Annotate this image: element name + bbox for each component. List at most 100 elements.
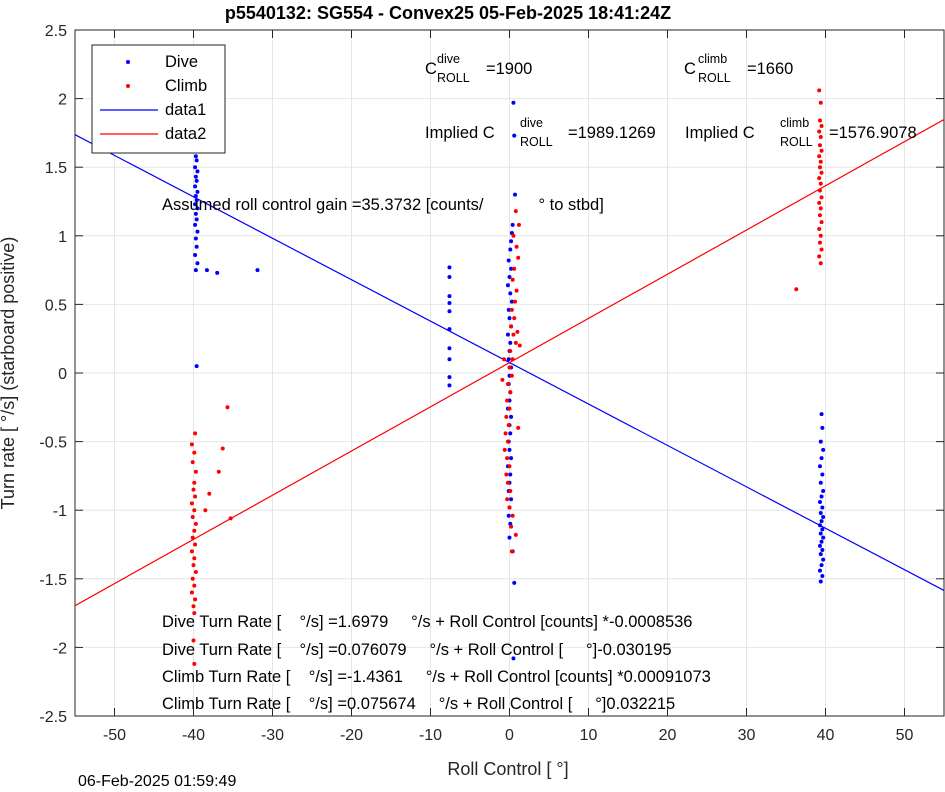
climb-point (505, 497, 510, 502)
climb-point (216, 469, 221, 474)
dive-degrees-equation: Dive Turn Rate [ °/s] =0.076079 °/s + Ro… (162, 641, 672, 659)
climb-point (818, 181, 823, 186)
dive-point (507, 535, 512, 540)
x-tick-label: 0 (505, 727, 514, 744)
climb-point (819, 220, 824, 225)
legend-climb-marker (126, 84, 130, 88)
climb-point (207, 491, 212, 496)
dive-point (193, 184, 198, 189)
legend-dive-label: Dive (165, 53, 198, 71)
climb-point (189, 501, 194, 506)
dive-point (193, 211, 198, 216)
legend: Dive Climb data1 data2 (91, 44, 226, 154)
dive-point (509, 266, 514, 271)
climb-point (193, 542, 198, 547)
climb-point (505, 456, 510, 461)
climb-point (514, 244, 519, 249)
climb-point (504, 414, 509, 419)
climb-point (818, 159, 823, 164)
dive-point (818, 439, 823, 444)
series-climb (189, 88, 824, 666)
climb-point (190, 576, 195, 581)
climb-point (504, 472, 509, 477)
climb-point (502, 447, 507, 452)
climb-point (508, 349, 513, 354)
climb-point (818, 100, 823, 105)
dive-point (193, 253, 198, 258)
climb-point (501, 357, 506, 362)
dive-point (508, 247, 513, 252)
climb-point (517, 343, 522, 348)
fit-lines (75, 118, 944, 607)
annotation-value: =1576.9078 (829, 124, 917, 142)
roll-gain-annotation: Assumed roll control gain =35.3732 [coun… (162, 196, 604, 214)
climb-point (818, 206, 823, 211)
dive-point (447, 301, 452, 306)
climb-point (220, 446, 225, 451)
c-roll-climb-annotation: C climb ROLL =1660 (684, 52, 793, 85)
climb-point (189, 590, 194, 595)
climb-point (192, 611, 197, 616)
x-tick-labels: -50 -40 -30 -20 -10 0 10 20 30 40 50 (103, 727, 914, 744)
climb-point (817, 165, 822, 170)
climb-point (511, 233, 516, 238)
y-axis-label: Turn rate [ °/s] (starboard positive) (0, 237, 18, 510)
climb-point (228, 516, 233, 521)
dive-point (817, 464, 822, 469)
dive-point (447, 294, 452, 299)
y-tick-label: 1 (58, 229, 67, 246)
climb-point (192, 450, 197, 455)
dive-point (820, 574, 825, 579)
dive-point (819, 412, 824, 417)
dive-point (194, 198, 199, 203)
dive-point (447, 274, 452, 279)
timestamp-footer: 06-Feb-2025 01:59:49 (78, 773, 237, 790)
dive-point (507, 447, 512, 452)
climb-point (509, 524, 514, 529)
dive-point (193, 222, 198, 227)
climb-point (514, 288, 519, 293)
climb-point (515, 329, 520, 334)
climb-point (190, 535, 195, 540)
climb-point (503, 431, 508, 436)
dive-point (195, 169, 200, 174)
chart-title: p5540132: SG554 - Convex25 05-Feb-2025 1… (225, 3, 671, 23)
climb-point (817, 188, 822, 193)
tick-marks (75, 29, 944, 717)
dive-point (512, 580, 517, 585)
legend-climb-label: Climb (165, 77, 207, 95)
climb-point (193, 431, 198, 436)
dive-point (193, 154, 198, 159)
climb-counts-equation: Climb Turn Rate [ °/s] =-1.4361 °/s + Ro… (162, 668, 711, 686)
data-points (189, 88, 826, 666)
climb-point (794, 287, 799, 292)
dive-point (820, 472, 825, 477)
y-tick-label: -0.5 (39, 435, 67, 452)
dive-point (511, 656, 516, 661)
dive-point (508, 472, 513, 477)
climb-point (192, 661, 197, 666)
dive-point (513, 192, 518, 197)
dive-point (447, 375, 452, 380)
climb-point (516, 222, 521, 227)
climb-point (505, 398, 510, 403)
x-tick-label: 50 (896, 727, 914, 744)
dive-point (818, 510, 823, 515)
x-tick-label: 20 (659, 727, 677, 744)
dive-point (194, 217, 199, 222)
climb-point (817, 254, 822, 259)
dive-point (817, 499, 822, 504)
climb-point (193, 494, 198, 499)
fit-line-data2 (75, 118, 944, 607)
dive-point (818, 531, 823, 536)
annotation-superscript: dive (437, 52, 460, 66)
dive-point (447, 357, 452, 362)
dive-point (821, 557, 826, 562)
dive-point (821, 535, 826, 540)
climb-point (508, 488, 513, 493)
x-tick-label: -20 (340, 727, 363, 744)
climb-point (817, 143, 822, 148)
dive-point (506, 513, 511, 518)
climb-point (500, 377, 505, 382)
dive-point (506, 307, 511, 312)
